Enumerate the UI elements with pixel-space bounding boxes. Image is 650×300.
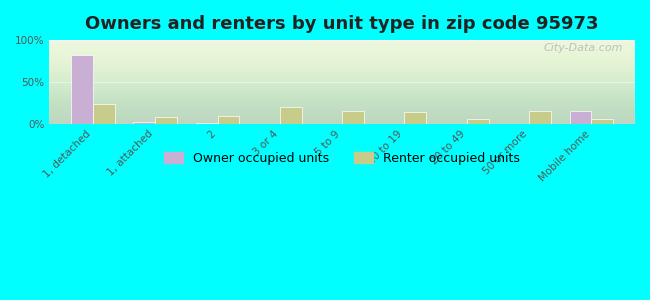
Bar — [133, 122, 155, 124]
Bar — [342, 111, 364, 124]
Bar — [592, 119, 613, 124]
Bar — [218, 116, 239, 124]
Legend: Owner occupied units, Renter occupied units: Owner occupied units, Renter occupied un… — [159, 147, 525, 170]
Bar — [71, 55, 93, 124]
Bar — [280, 107, 302, 124]
Bar — [196, 123, 218, 124]
Bar — [467, 119, 489, 124]
Bar — [404, 112, 426, 124]
Bar — [529, 111, 551, 124]
Bar — [155, 117, 177, 124]
Title: Owners and renters by unit type in zip code 95973: Owners and renters by unit type in zip c… — [85, 15, 599, 33]
Bar — [569, 111, 592, 124]
Text: City-Data.com: City-Data.com — [544, 43, 623, 52]
Bar — [93, 104, 115, 124]
